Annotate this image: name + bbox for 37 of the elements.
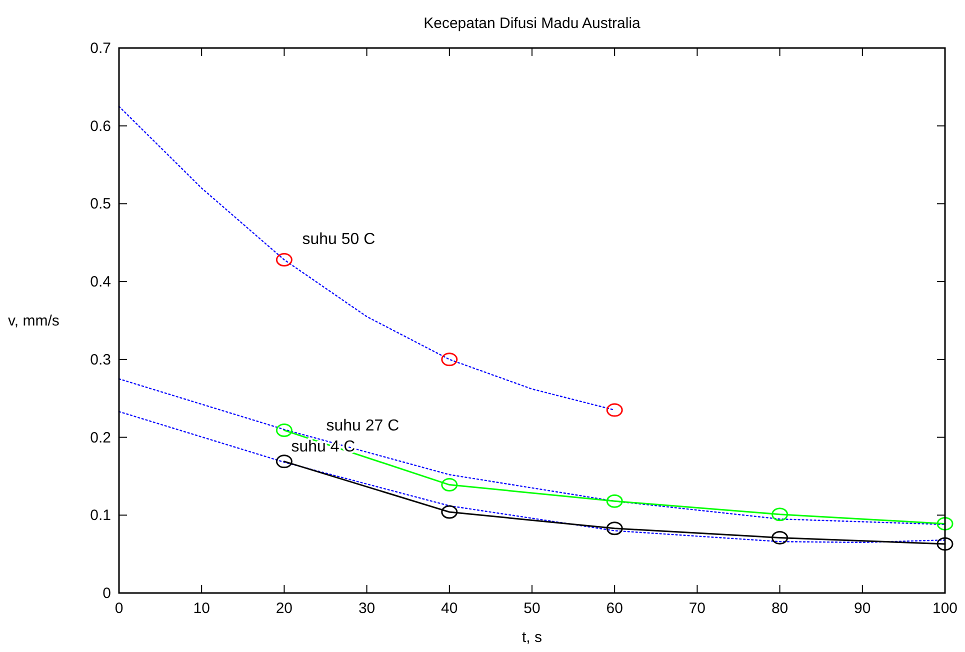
y-axis-title: v, mm/s [8,312,60,330]
x-tick-label: 70 [688,600,706,617]
x-tick-label: 50 [524,600,540,617]
y-tick-label: 0.6 [90,118,111,135]
y-tick-label: 0.1 [90,507,111,524]
y-tick-label: 0.5 [90,196,111,213]
point [276,424,292,438]
y-tick-label: 0 [102,585,111,602]
x-tick-label: 0 [114,600,124,617]
x-tick-label: 30 [358,600,376,617]
chart-title: Kecepatan Difusi Madu Australia [424,15,642,32]
x-tick-label: 60 [606,600,623,617]
point [441,352,458,366]
x-tick-label: 40 [441,600,458,617]
point [276,454,292,468]
y-tick-label: 0.3 [90,351,111,368]
point [772,530,788,544]
annotation: suhu 27 C [326,417,400,434]
y-tick-label: 0.4 [90,274,111,291]
point [936,537,954,551]
point [606,522,623,536]
x-tick-label: 90 [854,600,871,617]
x-tick-label: 80 [771,600,788,617]
point [772,508,788,522]
y-tick-label: 0.2 [90,429,111,446]
point [936,516,954,530]
x-tick-label: 100 [932,600,958,617]
x-tick-label: 20 [276,600,293,617]
y-tick-label: 0.7 [90,40,111,57]
x-tick-label: 10 [193,600,210,617]
point [606,403,623,417]
annotation: suhu 50 C [302,230,376,248]
x-axis-title: t, s [522,629,542,646]
point [276,253,292,267]
point [441,505,458,519]
point [606,494,623,508]
point [441,478,458,492]
